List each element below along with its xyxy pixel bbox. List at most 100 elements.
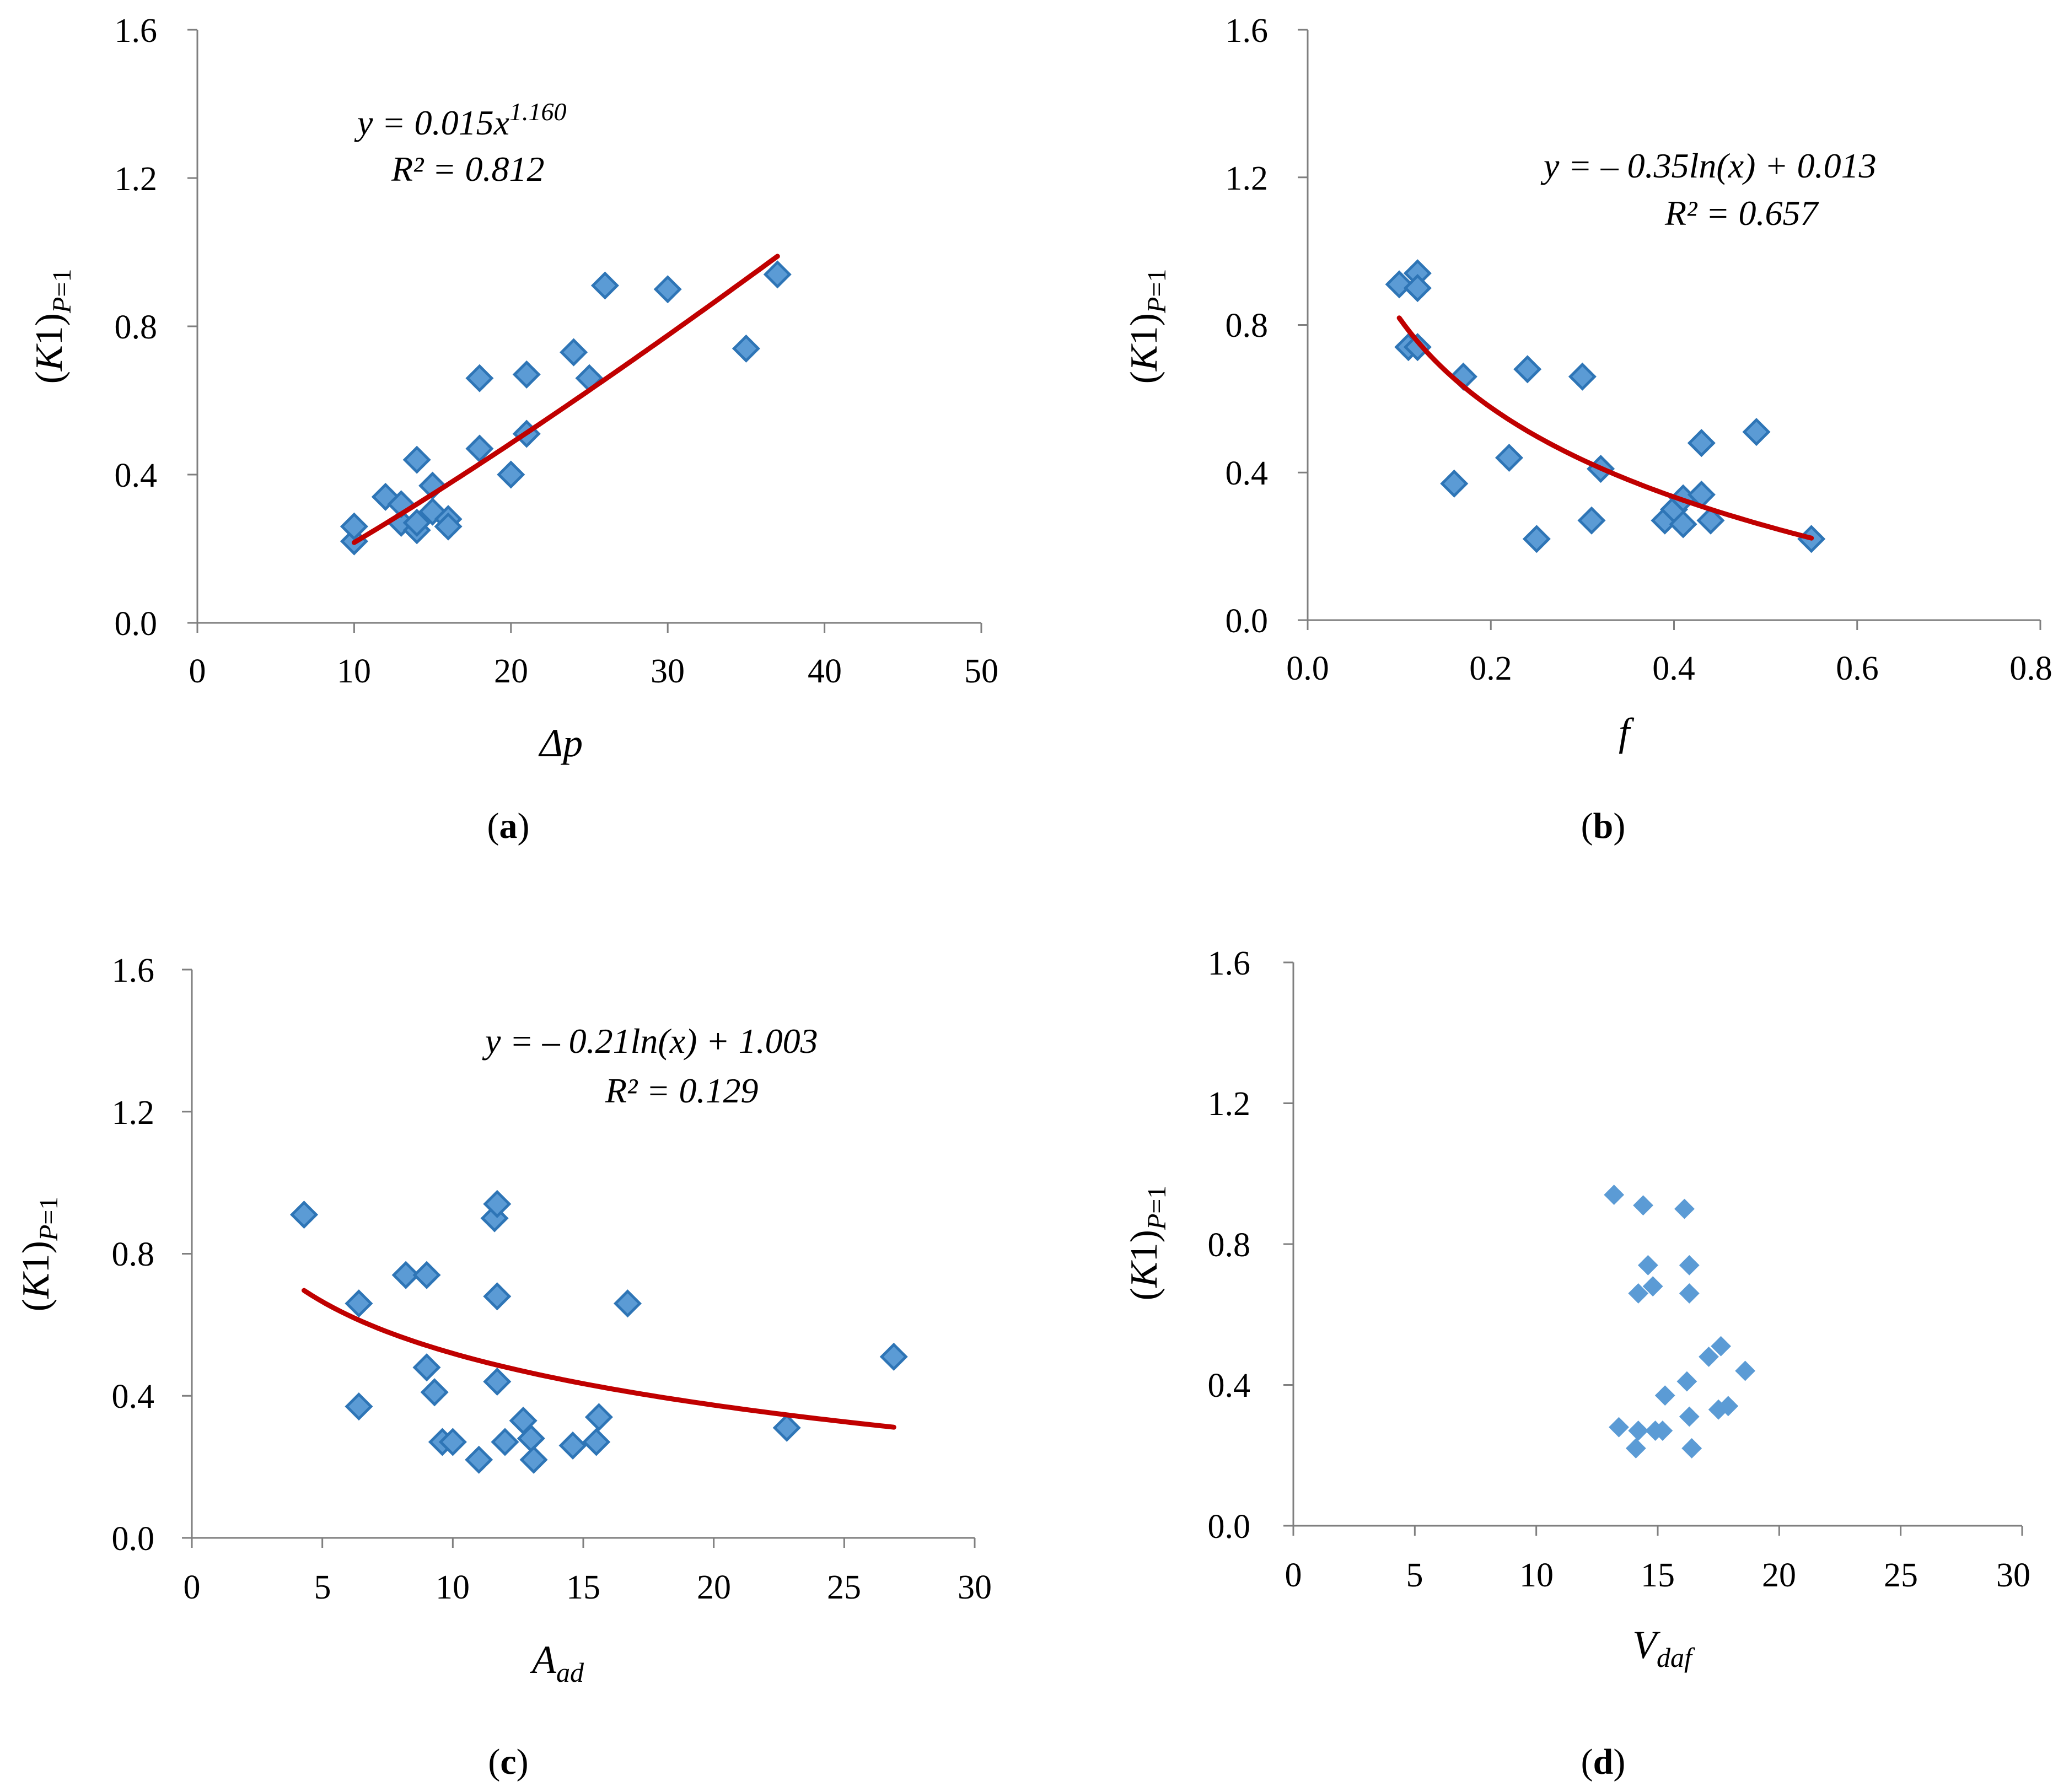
x-tick-label: 0	[1285, 1557, 1302, 1594]
equation-label: y = 0.015x1.160	[354, 98, 567, 142]
data-point	[1495, 443, 1524, 472]
y-tick-label: 1.2	[115, 160, 158, 198]
y-axis-label: (K1)P=1	[1123, 1186, 1171, 1301]
x-tick-label: 30	[958, 1569, 992, 1606]
data-point	[519, 1445, 548, 1474]
r-squared-label: R² = 0.812	[391, 149, 544, 189]
trendline	[351, 254, 780, 545]
data-points	[289, 1190, 908, 1474]
data-point	[1628, 1283, 1649, 1304]
data-point	[434, 512, 463, 541]
data-point	[420, 1378, 449, 1407]
data-point	[412, 1353, 441, 1382]
x-tick-label: 5	[1406, 1557, 1423, 1594]
data-point	[1718, 1396, 1739, 1417]
data-point	[1654, 1385, 1675, 1406]
panel-a: 0.0 0.4 0.8 1.2 1.6 0 10 20 30 40 50 (K1…	[28, 12, 998, 846]
y-tick-label: 0.4	[1208, 1367, 1251, 1404]
x-tick-label: 0.6	[1836, 650, 1879, 687]
data-point	[1609, 1417, 1629, 1438]
data-point	[345, 1289, 373, 1318]
x-tick-label: 10	[1519, 1557, 1554, 1594]
y-tick-label: 0.0	[112, 1520, 155, 1558]
panel-caption: (c)	[488, 1742, 528, 1782]
data-point	[1669, 510, 1697, 539]
x-tick-labels: 0.0 0.2 0.4 0.6 0.8	[1286, 650, 2052, 687]
data-point	[289, 1201, 319, 1229]
data-point	[1568, 362, 1597, 391]
x-tick-label: 0.4	[1652, 650, 1695, 687]
data-point	[1522, 525, 1551, 553]
data-point	[1735, 1360, 1756, 1381]
x-tick-label: 25	[827, 1569, 861, 1606]
panel-b: 0.0 0.4 0.8 1.2 1.6 0.0 0.2 0.4 0.6 0.8 …	[1123, 12, 2052, 846]
data-point	[1403, 274, 1432, 303]
data-point	[1679, 1283, 1700, 1304]
data-point	[1687, 429, 1716, 458]
x-tick-label: 10	[337, 653, 371, 690]
y-tick-label: 1.6	[112, 952, 155, 989]
equation-label: y = – 0.35ln(x) + 0.013	[1540, 146, 1877, 185]
data-point	[1604, 1185, 1625, 1205]
data-point	[1676, 1371, 1697, 1392]
y-tick-label: 0.8	[1226, 307, 1269, 345]
x-tick-label: 5	[314, 1569, 331, 1606]
x-tick-label: 0	[189, 653, 206, 690]
data-point	[345, 1392, 373, 1421]
x-axis-label: Vdaf	[1632, 1623, 1695, 1673]
trendline	[302, 1288, 896, 1430]
y-tick-label: 0.0	[115, 605, 158, 643]
y-axis-label: (K1)P=1	[1123, 269, 1171, 384]
data-point	[465, 1445, 493, 1474]
data-point	[1577, 506, 1606, 535]
y-tick-label: 1.2	[1226, 160, 1269, 197]
data-point	[1679, 1255, 1700, 1276]
y-tick-label: 0.8	[112, 1236, 155, 1273]
y-tick-labels: 0.0 0.4 0.8 1.2 1.6	[112, 952, 155, 1558]
x-tick-label: 20	[697, 1569, 731, 1606]
data-point	[1711, 1336, 1731, 1357]
y-tick-label: 1.6	[1208, 945, 1251, 982]
x-tick-label: 15	[1641, 1557, 1675, 1594]
x-tick-label: 0.2	[1469, 650, 1512, 687]
y-tick-label: 0.0	[1208, 1508, 1251, 1546]
data-point	[584, 1403, 613, 1432]
y-tick-label: 1.2	[112, 1094, 155, 1132]
data-point	[465, 364, 494, 392]
x-tick-label: 0.8	[2009, 650, 2052, 687]
data-point	[402, 508, 431, 537]
data-point	[1696, 506, 1725, 535]
r-squared-label: R² = 0.657	[1664, 193, 1819, 233]
x-tick-label: 20	[494, 653, 528, 690]
panel-c: 0.0 0.4 0.8 1.2 1.6 0 5 10 15 20 25 30 (…	[15, 952, 992, 1782]
data-point	[590, 271, 619, 300]
data-point	[391, 1261, 420, 1289]
x-tick-label: 30	[651, 653, 685, 690]
data-point	[653, 275, 682, 304]
data-point	[613, 1289, 642, 1318]
equation-label: y = – 0.21ln(x) + 1.003	[482, 1021, 818, 1061]
panel-d: 0.0 0.4 0.8 1.2 1.6 0 5 10 15 20 25 30 (…	[1123, 945, 2030, 1782]
data-point	[465, 434, 494, 463]
trendline	[1396, 315, 1814, 541]
data-point	[512, 360, 541, 389]
data-point	[491, 1428, 519, 1456]
panel-caption: (d)	[1581, 1742, 1626, 1782]
x-tick-label: 25	[1884, 1557, 1918, 1594]
panel-caption: (b)	[1581, 806, 1626, 846]
data-point	[1628, 1420, 1649, 1441]
data-point	[412, 1261, 441, 1289]
x-tick-label: 10	[436, 1569, 470, 1606]
axis-ticks	[1298, 29, 2041, 630]
y-axis-label: (K1)P=1	[15, 1197, 63, 1312]
x-tick-label: 40	[808, 653, 842, 690]
r-squared-label: R² = 0.129	[605, 1071, 758, 1110]
data-point	[1625, 1438, 1646, 1459]
data-point	[558, 1431, 587, 1460]
y-tick-labels: 0.0 0.4 0.8 1.2 1.6	[1226, 12, 1269, 640]
y-tick-label: 1.6	[1226, 12, 1269, 50]
axis-ticks	[187, 29, 982, 633]
x-tick-labels: 0 10 20 30 40 50	[189, 653, 999, 690]
data-point	[1652, 1420, 1673, 1441]
